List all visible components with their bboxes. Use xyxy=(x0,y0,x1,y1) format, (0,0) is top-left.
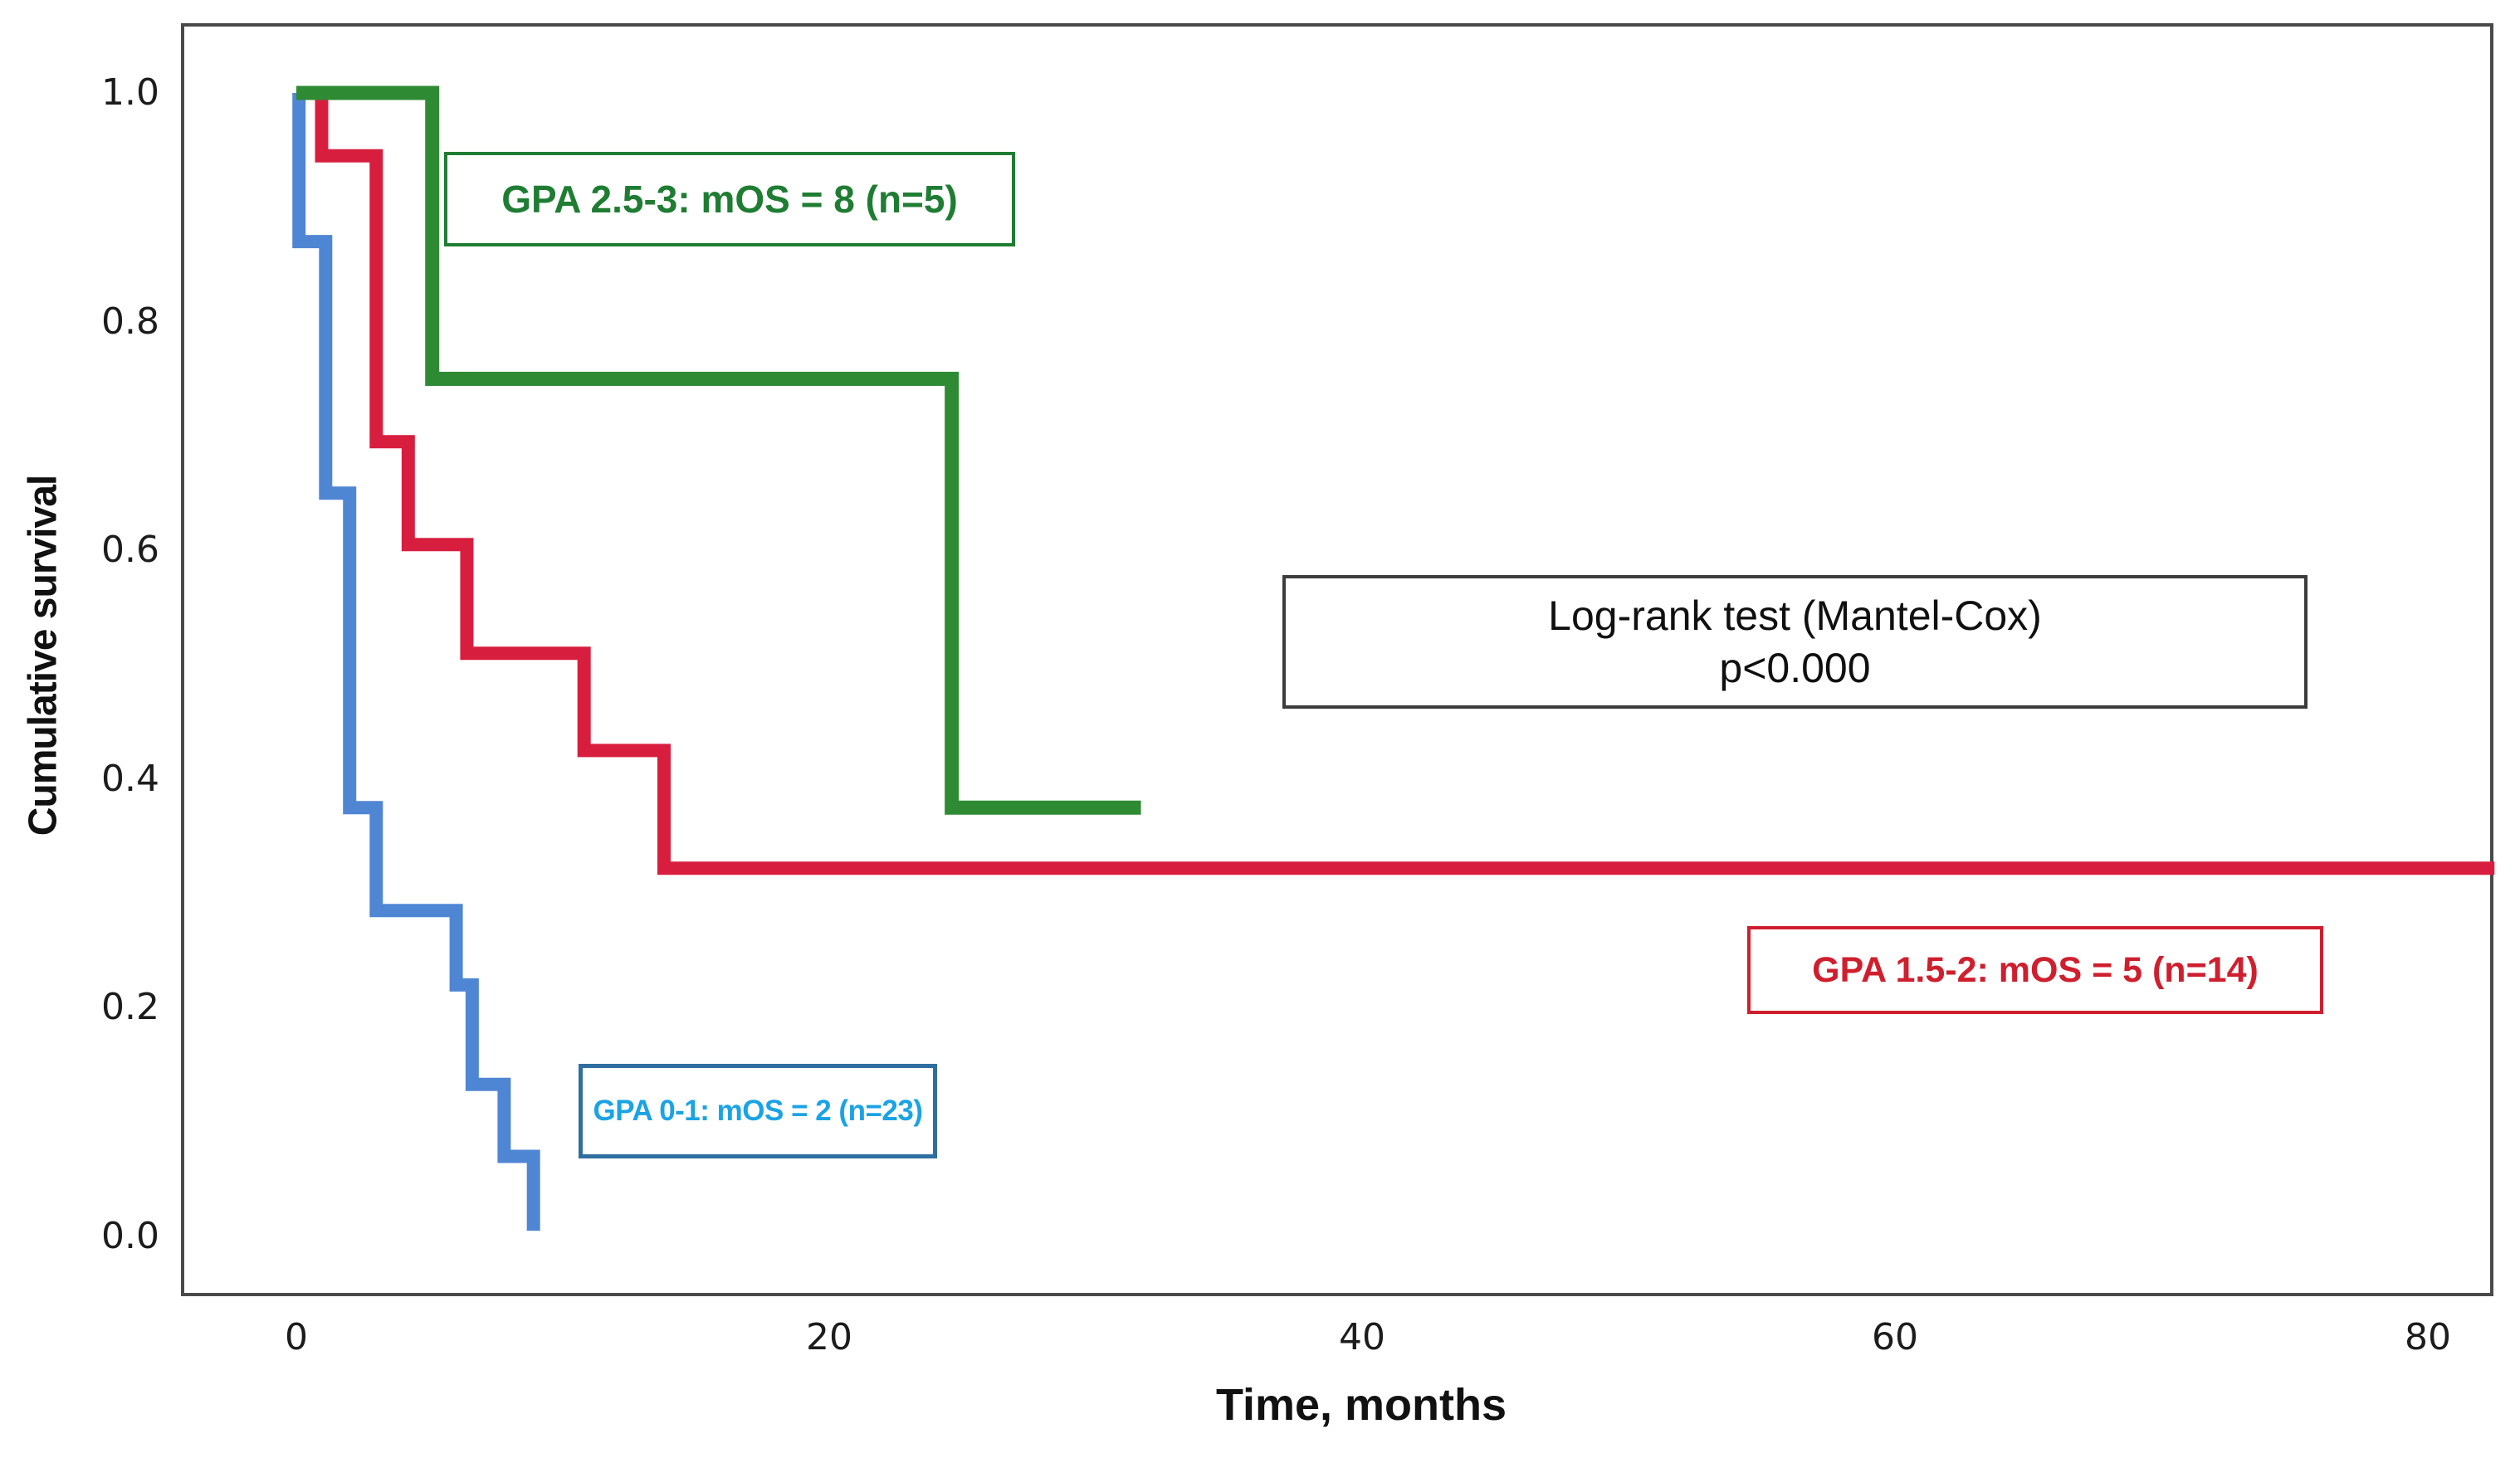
y-tick-0.6: 0.6 xyxy=(101,529,159,571)
legend-label-gpa-0-1: GPA 0-1: mOS = 2 (n=23) xyxy=(593,1095,923,1127)
logrank-p-value: p<0.000 xyxy=(1719,644,1871,691)
km-curve-gpa-0-1 xyxy=(292,86,540,1231)
x-tick-20: 20 xyxy=(806,1316,852,1358)
y-tick-0.4: 0.4 xyxy=(101,758,159,800)
logrank-test-box: Log-rank test (Mantel-Cox) p<0.000 xyxy=(1282,575,2308,709)
x-tick-80: 80 xyxy=(2405,1316,2451,1358)
legend-box-gpa-0-1: GPA 0-1: mOS = 2 (n=23) xyxy=(579,1064,937,1158)
x-tick-0: 0 xyxy=(285,1316,308,1358)
logrank-test-name: Log-rank test (Mantel-Cox) xyxy=(1548,593,2042,639)
x-tick-40: 40 xyxy=(1339,1316,1385,1358)
y-tick-0.8: 0.8 xyxy=(101,300,159,343)
x-axis-title: Time, months xyxy=(1215,1380,1507,1430)
y-tick-0.2: 0.2 xyxy=(101,986,159,1028)
legend-label-gpa-2-5-3: GPA 2.5-3: mOS = 8 (n=5) xyxy=(501,178,958,221)
km-curve-gpa-2-5-3 xyxy=(296,85,1141,815)
legend-label-gpa-1-5-2: GPA 1.5-2: mOS = 5 (n=14) xyxy=(1812,949,2259,990)
x-tick-60: 60 xyxy=(1872,1316,1918,1358)
y-tick-0.0: 0.0 xyxy=(101,1215,159,1257)
legend-box-gpa-2-5-3: GPA 2.5-3: mOS = 8 (n=5) xyxy=(444,152,1015,246)
y-tick-1.0: 1.0 xyxy=(101,71,159,114)
plot-frame xyxy=(181,23,2493,1296)
km-curve-gpa-1-5-2 xyxy=(296,86,2495,875)
legend-box-gpa-1-5-2: GPA 1.5-2: mOS = 5 (n=14) xyxy=(1747,926,2323,1014)
